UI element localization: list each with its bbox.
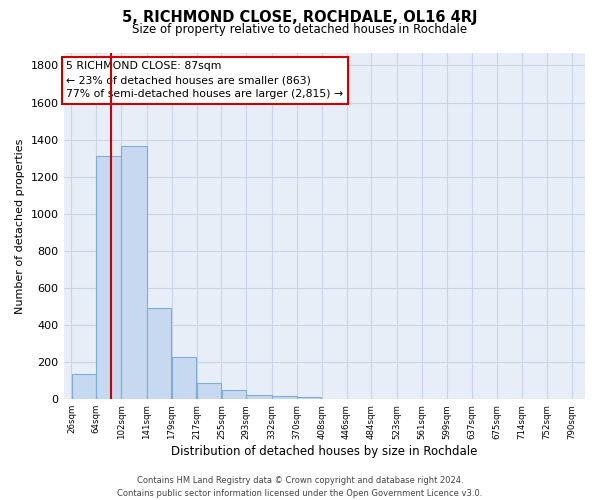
Bar [71,374,96,399]
Bar [272,396,296,399]
Y-axis label: Number of detached properties: Number of detached properties [15,138,25,314]
Text: Size of property relative to detached houses in Rochdale: Size of property relative to detached ho… [133,22,467,36]
Bar [172,358,196,399]
Bar [121,146,146,399]
X-axis label: Distribution of detached houses by size in Rochdale: Distribution of detached houses by size … [171,444,478,458]
Text: Contains HM Land Registry data © Crown copyright and database right 2024.
Contai: Contains HM Land Registry data © Crown c… [118,476,482,498]
Bar [297,398,322,399]
Text: 5 RICHMOND CLOSE: 87sqm
← 23% of detached houses are smaller (863)
77% of semi-d: 5 RICHMOND CLOSE: 87sqm ← 23% of detache… [66,61,343,99]
Bar [97,156,121,399]
Bar [221,390,246,399]
Text: 5, RICHMOND CLOSE, ROCHDALE, OL16 4RJ: 5, RICHMOND CLOSE, ROCHDALE, OL16 4RJ [122,10,478,25]
Bar [247,394,272,399]
Bar [147,308,172,399]
Bar [197,384,221,399]
